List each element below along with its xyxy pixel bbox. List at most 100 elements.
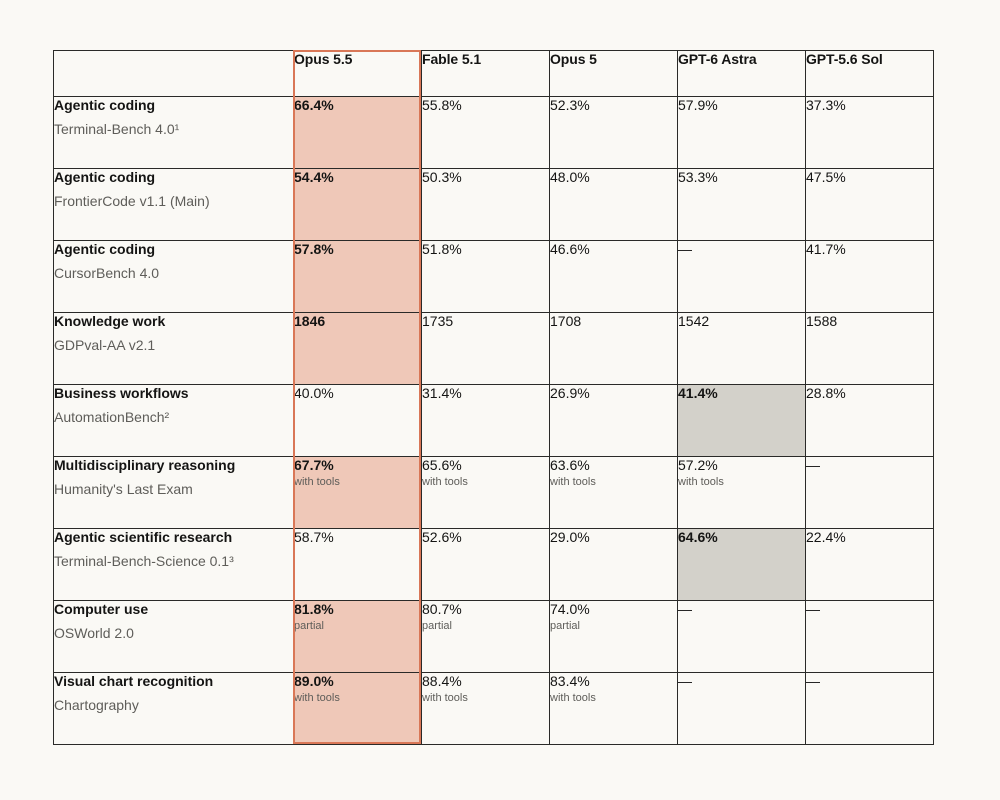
score-cell: 89.0% with tools bbox=[293, 672, 422, 745]
score-value: — bbox=[678, 241, 692, 257]
row-label-cell: Multidisciplinary reasoning Humanity's La… bbox=[53, 456, 294, 529]
score-value: 53.3% bbox=[678, 169, 718, 185]
score-cell: 66.4% bbox=[293, 96, 422, 169]
score-value: 29.0% bbox=[550, 529, 590, 545]
score-value: — bbox=[678, 601, 692, 617]
score-value: 83.4% bbox=[550, 673, 590, 689]
benchmark-category: Knowledge work bbox=[54, 313, 166, 329]
score-cell: 52.6% bbox=[421, 528, 550, 601]
score-cell: 65.6% with tools bbox=[421, 456, 550, 529]
score-value: 48.0% bbox=[550, 169, 590, 185]
table-row: Agentic coding Terminal-Bench 4.0¹ 66.4% 55… bbox=[53, 96, 934, 169]
score-note: with tools bbox=[422, 692, 468, 704]
score-value: 58.7% bbox=[294, 529, 334, 545]
score-note: partial bbox=[550, 620, 580, 632]
row-label-cell: Business workflows AutomationBench² bbox=[53, 384, 294, 457]
score-cell: 55.8% bbox=[421, 96, 550, 169]
score-cell: 52.3% bbox=[549, 96, 678, 169]
score-value: 89.0% bbox=[294, 673, 334, 689]
table-row: Business workflows AutomationBench² 40.0% 3… bbox=[53, 384, 934, 457]
score-value: 80.7% bbox=[422, 601, 462, 617]
column-header-opus-5-5: Opus 5.5 bbox=[293, 50, 422, 97]
score-cell: 81.8% partial bbox=[293, 600, 422, 673]
score-note: with tools bbox=[422, 476, 468, 488]
score-value: 57.8% bbox=[294, 241, 334, 257]
score-cell: 41.7% bbox=[805, 240, 934, 313]
score-cell: 57.2% with tools bbox=[677, 456, 806, 529]
score-note: with tools bbox=[550, 692, 596, 704]
score-value: 41.4% bbox=[678, 385, 718, 401]
benchmark-category: Computer use bbox=[54, 601, 149, 617]
score-note: with tools bbox=[294, 476, 340, 488]
score-cell: 64.6% bbox=[677, 528, 806, 601]
score-value: 1846 bbox=[294, 313, 326, 329]
score-note: partial bbox=[422, 620, 452, 632]
score-cell: — bbox=[805, 600, 934, 673]
table-header: Opus 5.5 Fable 5.1 Opus 5 GPT-6 Astra GPT-5.… bbox=[53, 50, 934, 97]
benchmark-name: FrontierCode v1.1 (Main) bbox=[54, 193, 210, 209]
score-cell: 41.4% bbox=[677, 384, 806, 457]
row-label-cell: Agentic scientific research Terminal-Benc… bbox=[53, 528, 294, 601]
score-value: 55.8% bbox=[422, 97, 462, 113]
benchmark-category: Agentic coding bbox=[54, 241, 156, 257]
row-label-cell: Agentic coding FrontierCode v1.1 (Main) bbox=[53, 168, 294, 241]
benchmark-name: Chartography bbox=[54, 697, 139, 713]
score-cell: — bbox=[677, 600, 806, 673]
benchmark-category: Agentic scientific research bbox=[54, 529, 233, 545]
score-value: — bbox=[806, 673, 820, 689]
benchmark-name: Terminal-Bench 4.0¹ bbox=[54, 121, 180, 137]
score-value: 88.4% bbox=[422, 673, 462, 689]
table-row: Agentic scientific research Terminal-Benc… bbox=[53, 528, 934, 601]
score-value: 67.7% bbox=[294, 457, 334, 473]
score-value: 1588 bbox=[806, 313, 838, 329]
score-cell: 22.4% bbox=[805, 528, 934, 601]
score-value: 28.8% bbox=[806, 385, 846, 401]
score-cell: 67.7% with tools bbox=[293, 456, 422, 529]
row-label-cell: Agentic coding CursorBench 4.0 bbox=[53, 240, 294, 313]
table-body: Agentic coding Terminal-Bench 4.0¹ 66.4% 55… bbox=[53, 96, 934, 745]
table-row: Multidisciplinary reasoning Humanity's La… bbox=[53, 456, 934, 529]
score-value: 47.5% bbox=[806, 169, 846, 185]
score-cell: 29.0% bbox=[549, 528, 678, 601]
score-cell: 28.8% bbox=[805, 384, 934, 457]
score-cell: 53.3% bbox=[677, 168, 806, 241]
score-cell: 57.9% bbox=[677, 96, 806, 169]
row-label-cell: Visual chart recognition Chartography bbox=[53, 672, 294, 745]
score-value: 52.6% bbox=[422, 529, 462, 545]
benchmark-name: CursorBench 4.0 bbox=[54, 265, 160, 281]
benchmark-category: Multidisciplinary reasoning bbox=[54, 457, 236, 473]
benchmark-name: Terminal-Bench-Science 0.1³ bbox=[54, 553, 234, 569]
header-row: Opus 5.5 Fable 5.1 Opus 5 GPT-6 Astra GPT-5.… bbox=[53, 50, 934, 97]
benchmark-name: AutomationBench² bbox=[54, 409, 170, 425]
score-value: 57.9% bbox=[678, 97, 718, 113]
score-cell: 88.4% with tools bbox=[421, 672, 550, 745]
benchmark-category: Business workflows bbox=[54, 385, 189, 401]
score-note: with tools bbox=[678, 476, 724, 488]
table-row: Computer use OSWorld 2.0 81.8% partial 80.7%… bbox=[53, 600, 934, 673]
score-cell: 26.9% bbox=[549, 384, 678, 457]
benchmark-table: Opus 5.5 Fable 5.1 Opus 5 GPT-6 Astra GPT-5.… bbox=[53, 50, 934, 745]
score-value: 66.4% bbox=[294, 97, 334, 113]
score-value: — bbox=[806, 601, 820, 617]
benchmark-name: OSWorld 2.0 bbox=[54, 625, 134, 641]
score-cell: 80.7% partial bbox=[421, 600, 550, 673]
score-value: 40.0% bbox=[294, 385, 334, 401]
score-cell: 1588 bbox=[805, 312, 934, 385]
score-note: with tools bbox=[550, 476, 596, 488]
score-value: 65.6% bbox=[422, 457, 462, 473]
score-cell: 46.6% bbox=[549, 240, 678, 313]
score-value: 1735 bbox=[422, 313, 454, 329]
score-value: 51.8% bbox=[422, 241, 462, 257]
score-value: 31.4% bbox=[422, 385, 462, 401]
score-value: 63.6% bbox=[550, 457, 590, 473]
table-row: Visual chart recognition Chartography 89.0… bbox=[53, 672, 934, 745]
score-cell: 1846 bbox=[293, 312, 422, 385]
score-cell: 37.3% bbox=[805, 96, 934, 169]
score-cell: — bbox=[805, 672, 934, 745]
score-value: 57.2% bbox=[678, 457, 718, 473]
benchmark-name: GDPval-AA v2.1 bbox=[54, 337, 156, 353]
column-header-opus-5: Opus 5 bbox=[549, 50, 678, 97]
score-value: — bbox=[806, 457, 820, 473]
score-cell: — bbox=[805, 456, 934, 529]
benchmark-category: Agentic coding bbox=[54, 169, 156, 185]
